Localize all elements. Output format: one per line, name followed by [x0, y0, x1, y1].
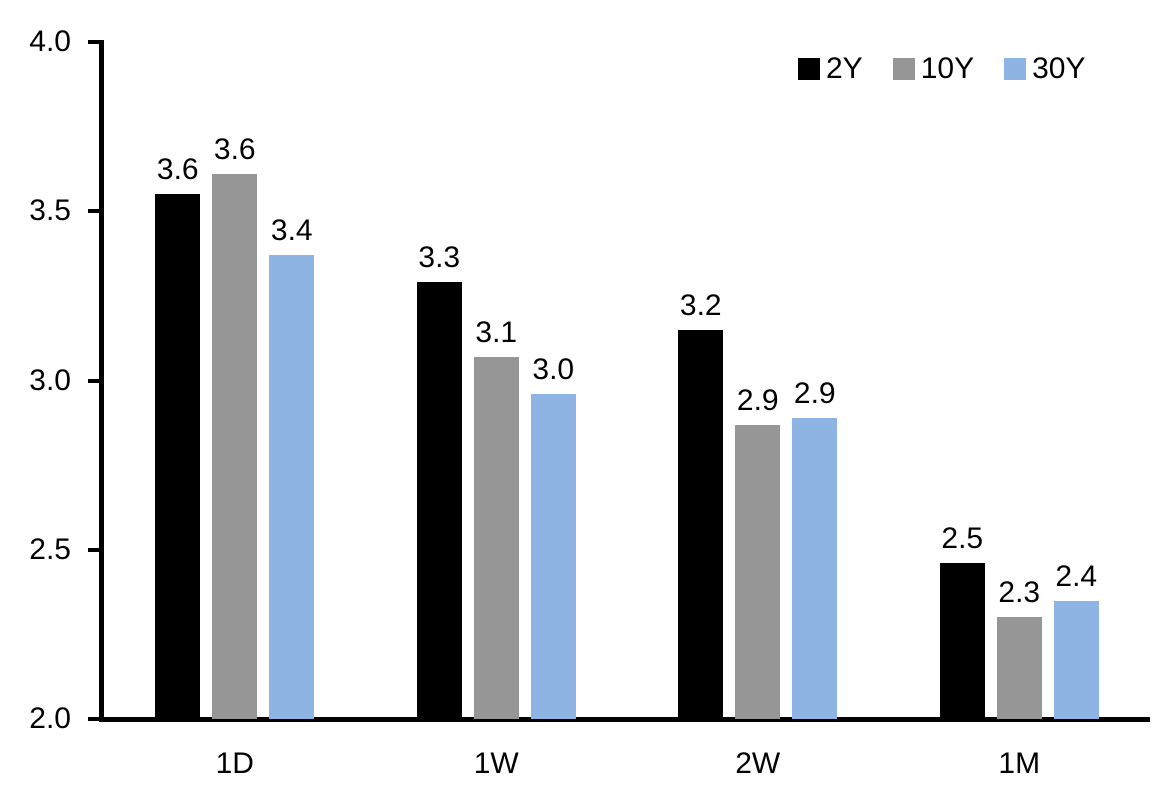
- bar-value-label: 3.1: [475, 315, 518, 349]
- x-axis-label-2w: 2W: [735, 747, 781, 780]
- legend-label: 2Y: [826, 52, 863, 85]
- bar-value-label: 3.0: [532, 353, 575, 387]
- bar-30y-1m: [1053, 600, 1099, 719]
- bar-value-label: 3.4: [270, 214, 313, 248]
- y-tick-label: 2.0: [29, 702, 71, 735]
- y-tick-mark: [88, 40, 104, 44]
- y-tick-mark: [88, 717, 104, 721]
- bar-2y-1w: [416, 282, 462, 719]
- x-axis-label-1m: 1M: [998, 747, 1041, 780]
- bar-10y-2w: [735, 424, 781, 719]
- bar-10y-1w: [473, 356, 519, 719]
- bar-2y-2w: [678, 329, 724, 719]
- legend-item-30y: 30Y: [1004, 52, 1085, 86]
- legend-label: 10Y: [920, 52, 975, 85]
- bar-value-label: 2.3: [998, 576, 1041, 610]
- legend-item-10y: 10Y: [892, 52, 975, 86]
- bar-30y-1w: [530, 394, 576, 719]
- legend-swatch-10y: [892, 58, 915, 80]
- y-tick-mark: [88, 209, 104, 214]
- y-tick-label: 4.0: [29, 25, 71, 58]
- bar-2y-1m: [939, 563, 985, 719]
- y-tick-label: 3.0: [29, 363, 71, 397]
- y-tick-mark: [88, 547, 104, 552]
- bar-30y-2w: [792, 417, 838, 719]
- bar-value-label: 2.5: [941, 522, 984, 556]
- legend-swatch-30y: [1004, 58, 1027, 80]
- bar-value-label: 2.4: [1055, 559, 1098, 593]
- bar-value-label: 3.6: [213, 133, 256, 166]
- bar-2y-1d: [155, 194, 201, 719]
- legend-label: 30Y: [1032, 52, 1086, 85]
- bar-value-label: 3.2: [679, 288, 722, 322]
- y-tick-label: 2.5: [29, 532, 71, 566]
- x-axis-label-1d: 1D: [215, 747, 254, 780]
- bar-30y-1d: [269, 255, 315, 719]
- bar-value-label: 3.3: [418, 241, 461, 275]
- legend: 2Y 10Y 30Y: [798, 52, 1085, 86]
- bar-10y-1m: [996, 617, 1042, 719]
- bar-value-label: 2.9: [736, 383, 779, 417]
- bar-value-label: 3.6: [156, 153, 199, 187]
- x-axis-line: [99, 717, 1150, 722]
- y-tick-label: 3.5: [29, 194, 71, 228]
- y-tick-mark: [88, 378, 104, 383]
- legend-item-2y: 2Y: [798, 52, 863, 86]
- x-axis-label-1w: 1W: [473, 747, 519, 780]
- bar-10y-1d: [212, 174, 258, 719]
- legend-swatch-2y: [798, 58, 820, 80]
- bar-value-label: 2.9: [793, 376, 836, 410]
